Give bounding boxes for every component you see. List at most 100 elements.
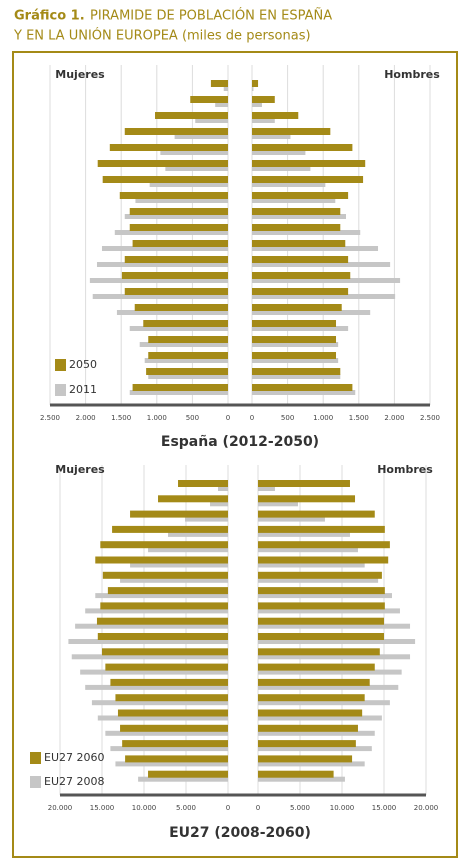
- bar: [174, 134, 228, 139]
- bar: [119, 192, 228, 199]
- bar: [115, 761, 228, 767]
- bar: [258, 654, 411, 660]
- bar: [252, 336, 337, 343]
- x-tick-label: 2.000: [384, 414, 404, 422]
- legend-swatch: [55, 384, 66, 396]
- bar: [252, 294, 396, 299]
- bar: [129, 224, 228, 231]
- bar: [252, 288, 349, 295]
- bar: [102, 176, 228, 183]
- x-tick-label: 20.000: [48, 804, 73, 812]
- bar: [252, 390, 356, 395]
- bar: [134, 304, 228, 311]
- bar: [91, 700, 228, 706]
- bar: [218, 486, 228, 491]
- x-tick-label: 0: [256, 804, 260, 812]
- bar: [252, 214, 346, 219]
- bar: [148, 770, 228, 778]
- bar: [252, 134, 291, 139]
- bar: [100, 541, 228, 549]
- bar: [75, 623, 229, 629]
- bar: [252, 384, 353, 391]
- bar: [258, 593, 392, 599]
- x-tick-label: 20.000: [414, 804, 439, 812]
- side-label: Mujeres: [55, 68, 105, 81]
- bar: [258, 639, 416, 644]
- bar: [160, 150, 228, 155]
- bar: [95, 556, 228, 564]
- legend-label: EU27 2060: [44, 751, 105, 764]
- bar: [146, 368, 228, 375]
- bar: [210, 80, 228, 87]
- x-tick-label: 15.000: [372, 804, 397, 812]
- bar: [258, 770, 334, 778]
- bar: [122, 740, 228, 748]
- legend-swatch: [30, 776, 41, 788]
- bar: [252, 150, 306, 155]
- x-tick-label: 0: [250, 414, 254, 422]
- bar: [101, 246, 228, 251]
- bar: [252, 198, 336, 203]
- bar: [252, 342, 339, 347]
- bar: [102, 648, 228, 656]
- x-tick-label: 1.500: [111, 414, 131, 422]
- bar: [252, 128, 331, 135]
- bar: [68, 639, 229, 644]
- bar: [258, 709, 363, 717]
- x-tick-label: 2.500: [40, 414, 60, 422]
- bar: [258, 684, 399, 690]
- bar: [97, 633, 228, 640]
- bar: [148, 374, 228, 379]
- bar: [252, 320, 337, 327]
- bar: [132, 240, 228, 247]
- bar: [120, 724, 228, 732]
- bar: [148, 352, 228, 359]
- bar: [258, 761, 365, 767]
- bar: [258, 776, 345, 782]
- bar: [258, 623, 411, 629]
- bar: [258, 541, 390, 549]
- bar: [258, 694, 365, 702]
- x-tick-label: 0: [226, 804, 230, 812]
- legend-swatch: [30, 752, 41, 764]
- bar: [252, 374, 341, 379]
- bar: [124, 288, 228, 295]
- bar: [165, 166, 228, 171]
- bar: [178, 480, 228, 487]
- bar: [252, 208, 341, 215]
- bar: [110, 678, 228, 686]
- bar: [143, 320, 228, 327]
- bar: [144, 358, 228, 363]
- x-tick-label: 1.500: [349, 414, 369, 422]
- bar: [252, 182, 326, 187]
- bar: [258, 486, 275, 491]
- bar: [124, 128, 228, 135]
- bar: [258, 755, 353, 763]
- bar: [258, 663, 375, 671]
- bar: [210, 501, 228, 507]
- x-tick-label: 500: [186, 414, 199, 422]
- bar: [96, 262, 228, 267]
- bar: [115, 694, 228, 702]
- bar: [195, 118, 228, 123]
- bar: [124, 256, 228, 263]
- bar: [252, 352, 337, 359]
- bar: [258, 562, 365, 568]
- x-tick-label: 2.000: [76, 414, 96, 422]
- bar: [258, 480, 350, 487]
- bar: [258, 724, 358, 732]
- bar: [252, 80, 259, 87]
- bar: [252, 240, 346, 247]
- bar: [190, 96, 228, 103]
- x-tick-label: 5.000: [176, 804, 196, 812]
- x-tick-label: 0: [226, 414, 230, 422]
- bar: [252, 262, 391, 267]
- bar: [168, 531, 228, 537]
- bar: [158, 495, 228, 503]
- bar: [258, 669, 402, 675]
- bar: [252, 272, 351, 279]
- bar: [149, 182, 228, 187]
- bar: [89, 278, 228, 283]
- bar: [129, 390, 228, 395]
